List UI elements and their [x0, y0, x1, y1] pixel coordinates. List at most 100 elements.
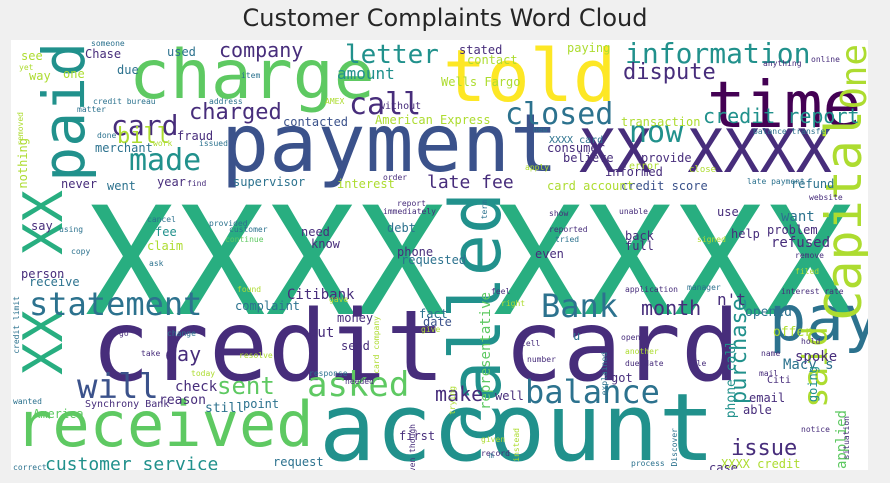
word-report: report — [397, 199, 426, 208]
word-website: website — [809, 193, 843, 202]
word-made: made — [129, 143, 202, 178]
word-instead: instead — [512, 428, 521, 462]
word-year: year — [157, 175, 186, 189]
word-first: first — [399, 429, 436, 443]
word-see: see — [21, 49, 43, 63]
word-reported: reported — [549, 225, 588, 234]
word-fact: fact — [419, 307, 448, 321]
word-letter: letter — [345, 40, 439, 70]
word-use: use — [717, 205, 739, 219]
word-response: response — [309, 369, 348, 378]
word-believe: believe — [563, 151, 614, 165]
word-date: date — [423, 315, 452, 329]
word-copy: copy — [71, 247, 91, 256]
word-want: want — [781, 209, 815, 225]
word-citi: Citi — [767, 375, 792, 386]
word-application: application — [625, 285, 678, 294]
word-card-company: card company — [372, 316, 381, 374]
word-balance: balance — [525, 373, 660, 411]
word-xxxx: XXXX — [85, 176, 447, 350]
word-used: used — [167, 45, 196, 59]
word-situation: situation — [842, 416, 851, 460]
word-interest-rate: interest rate — [781, 287, 844, 296]
word-show: show — [549, 209, 569, 218]
word-signed: signed — [697, 235, 726, 244]
word-manager: manager — [687, 283, 721, 292]
word-sent: sent — [217, 372, 275, 400]
word-informed: informed — [605, 165, 663, 179]
word-find: find — [187, 179, 207, 188]
word-account: account — [319, 374, 716, 471]
word-credit-limit: credit limit — [12, 296, 21, 354]
word-given: given — [481, 435, 506, 444]
word-online: online — [811, 55, 840, 64]
word-explained: explained — [600, 352, 609, 396]
word-wanted: wanted — [13, 397, 42, 406]
word-help: help — [731, 227, 760, 241]
word-asked: asked — [307, 365, 410, 405]
word-give: give — [421, 325, 441, 334]
word-xx-xxxx: XX XXXX — [579, 117, 832, 187]
word-correct: correct — [13, 463, 47, 471]
word-phone-call: phone call — [724, 340, 739, 419]
word-stated: stated — [459, 43, 503, 57]
word-provide: provide — [641, 151, 692, 165]
word-contact: contact — [467, 53, 518, 67]
word-refused: refused — [771, 235, 831, 251]
word-now: now — [629, 115, 684, 150]
word-balance-transfer: balance transfer — [753, 127, 831, 136]
word-pay: pay — [769, 282, 868, 355]
word-payment: payment — [221, 97, 559, 190]
word-able: able — [743, 403, 772, 417]
word-notice: notice — [801, 425, 830, 434]
word-n-t: n't — [717, 290, 746, 309]
word-bank: Bank — [541, 287, 619, 325]
word-full: full — [625, 239, 654, 253]
word-day: day — [165, 342, 202, 366]
word-right: right — [501, 299, 526, 308]
word-apply: apply — [525, 163, 550, 172]
word-term: term — [480, 200, 489, 220]
word-charged: charged — [189, 100, 282, 125]
word-hold: hold — [801, 337, 821, 346]
word-representative: representative — [478, 292, 494, 411]
word-contacted: contacted — [283, 115, 349, 129]
word-requested: requested — [401, 253, 467, 267]
word-xxxx: XXXX — [493, 176, 855, 350]
word-offer: offer — [773, 325, 813, 340]
word-u: u — [573, 329, 581, 343]
word-late-payment: late payment — [747, 177, 805, 186]
word-using: using — [59, 225, 84, 234]
word-going: going — [806, 366, 820, 403]
word-closed: closed — [505, 97, 614, 132]
word-tell: tell — [521, 339, 541, 348]
word-record: record — [481, 449, 510, 458]
word-macy-s: Macy s — [783, 357, 834, 373]
word-time: time — [707, 69, 862, 143]
word-tried: tried — [555, 235, 580, 244]
word-wells-fargo: Wells Fargo — [441, 75, 521, 89]
word-credit-score: credit score — [621, 179, 708, 193]
word-opened: opened — [745, 305, 792, 320]
word-discover: Discover — [670, 428, 679, 467]
word-process: process — [631, 459, 665, 468]
word-anything: anything — [763, 59, 802, 68]
word-matter: matter — [77, 105, 106, 114]
word-change: change — [167, 329, 196, 338]
word-problem: problem — [767, 223, 818, 237]
word-resolve: resolve — [239, 351, 273, 360]
word-even-though: even though — [408, 424, 417, 470]
word-issue: issue — [731, 436, 798, 461]
word-trying: trying — [448, 386, 457, 415]
word-citibank: Citibank — [287, 287, 355, 303]
word-received: received — [15, 388, 314, 461]
word-will: will — [77, 367, 159, 407]
word-put: put — [309, 325, 335, 341]
word-one: one — [63, 67, 85, 81]
word-point: point — [243, 397, 280, 411]
word-another: another — [625, 347, 659, 356]
word-late-fee: late fee — [427, 172, 514, 193]
word-synchrony-bank: Synchrony Bank — [85, 399, 170, 410]
word-cancel: cancel — [147, 215, 176, 224]
word-well: well — [495, 389, 524, 403]
